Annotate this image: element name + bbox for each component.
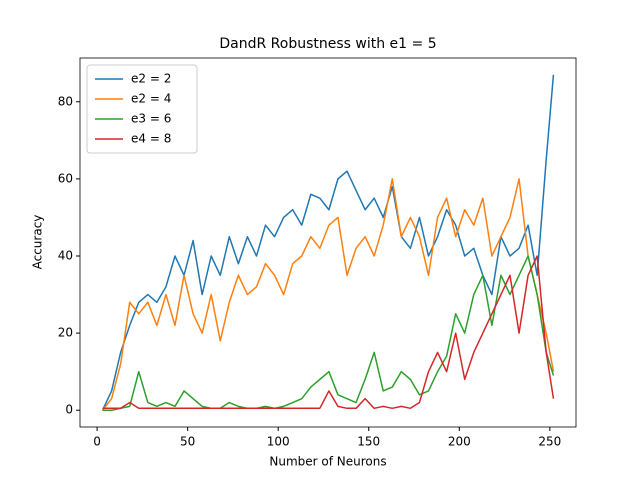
y-tick-label: 0	[65, 403, 73, 417]
x-axis-label: Number of Neurons	[269, 455, 386, 469]
x-tick-label: 0	[93, 435, 101, 449]
x-tick-label: 100	[267, 435, 290, 449]
series-line	[102, 255, 555, 411]
y-tick-label: 20	[58, 326, 73, 340]
chart-title: DandR Robustness with e1 = 5	[219, 36, 436, 52]
legend-label: e2 = 2	[131, 72, 171, 86]
x-tick-label: 250	[538, 435, 561, 449]
series-line	[101, 178, 555, 411]
y-tick-label: 80	[58, 94, 73, 108]
y-axis-label: Accuracy	[31, 215, 45, 270]
series-line	[102, 255, 555, 410]
x-tick-label: 200	[448, 435, 471, 449]
legend-label: e2 = 4	[131, 92, 171, 106]
legend-label: e4 = 8	[131, 132, 171, 146]
legend-box	[86, 64, 198, 154]
series-line	[101, 74, 555, 411]
y-tick-label: 60	[58, 171, 73, 185]
x-tick-label: 50	[180, 435, 195, 449]
y-tick-label: 40	[58, 248, 73, 262]
legend-label: e3 = 6	[131, 112, 171, 126]
plot-frame	[79, 57, 577, 428]
x-tick-label: 150	[357, 435, 380, 449]
